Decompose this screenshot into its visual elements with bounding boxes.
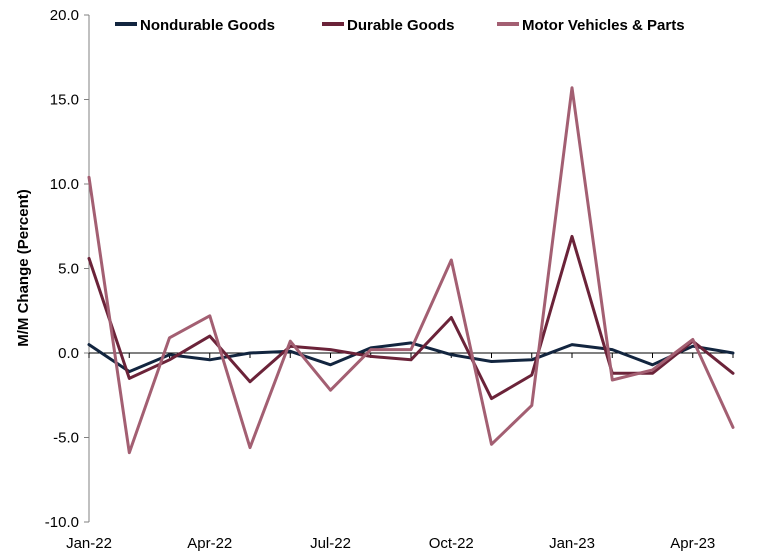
series-lines — [87, 86, 735, 455]
series-line-3 — [87, 86, 735, 455]
series-line-2 — [87, 234, 735, 401]
y-tick-label: 20.0 — [50, 7, 79, 24]
legend-label: Motor Vehicles & Parts — [522, 17, 685, 34]
x-tick-label: Apr-22 — [187, 535, 232, 552]
axes — [88, 15, 733, 522]
series-line-1 — [87, 341, 735, 374]
x-tick-label: Jul-22 — [310, 535, 351, 552]
x-tick-label: Oct-22 — [429, 535, 474, 552]
legend: Nondurable Goods Durable Goods Motor Vehic… — [115, 17, 685, 34]
y-tick-label: 5.0 — [58, 261, 79, 278]
y-tick-label: -10.0 — [45, 514, 79, 531]
y-tick-label: -5.0 — [53, 430, 79, 447]
y-tick-label: 15.0 — [50, 92, 79, 109]
x-tick-label: Apr-23 — [670, 535, 715, 552]
legend-label: Durable Goods — [347, 17, 455, 34]
legend-label: Nondurable Goods — [140, 17, 275, 34]
y-tick-label: 10.0 — [50, 176, 79, 193]
y-tick-label: 0.0 — [58, 345, 79, 362]
x-tick-label: Jan-22 — [66, 535, 112, 552]
y-axis-title: M/M Change (Percent) — [15, 189, 32, 347]
y-axis-ticks: -10.0 -5.0 0.0 5.0 10.0 15.0 20.0 — [45, 7, 89, 531]
x-tick-label: Jan-23 — [549, 535, 595, 552]
x-axis-ticks: Jan-22 Apr-22 Jul-22 Oct-22 Jan-23 Apr-23 — [66, 353, 734, 552]
